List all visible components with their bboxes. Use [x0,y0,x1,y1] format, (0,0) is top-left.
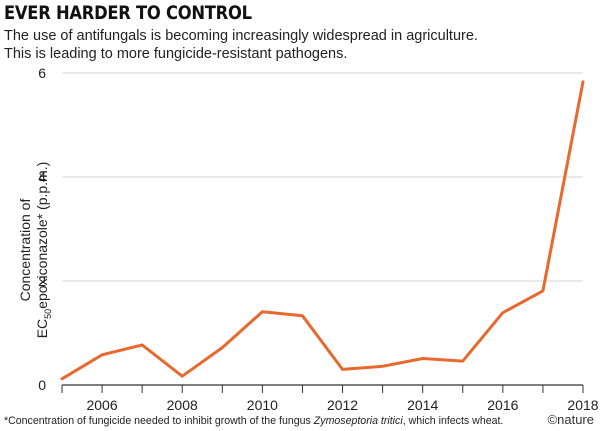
chart-subtitle-line-1: The use of antifungals is becoming incre… [4,28,478,44]
footnote: *Concentration of fungicide needed to in… [4,415,503,427]
x-tick-label: 2016 [487,397,518,413]
y-tick-label: 0 [38,377,46,393]
footnote-text-end: , which infects wheat. [402,415,504,427]
x-tick-label: 2006 [86,397,117,413]
x-tick-label: 2008 [167,397,198,413]
x-tick-label: 2018 [567,397,598,413]
footnote-species: Zymoseptoria tritici [313,415,403,427]
y-tick-label: 6 [38,65,46,81]
x-tick-label: 2014 [407,397,438,413]
gridlines [62,72,583,282]
x-axis: 2006 2008 2010 2012 2014 2016 2018 [61,384,599,413]
footnote-text: *Concentration of fungicide needed to in… [4,415,314,427]
x-tick-label: 2010 [247,397,278,413]
series-line [60,80,585,381]
y-tick-label: 4 [38,169,46,185]
y-tick-label: 2 [38,273,46,289]
nature-credit: ©nature [547,412,594,427]
chart-subtitle-line-2: This is leading to more fungicide-resist… [4,46,348,62]
y-tick-labels: 0 2 4 6 [38,65,46,393]
chart-title: EVER HARDER TO CONTROL [4,2,252,24]
x-tick-label: 2012 [327,397,358,413]
